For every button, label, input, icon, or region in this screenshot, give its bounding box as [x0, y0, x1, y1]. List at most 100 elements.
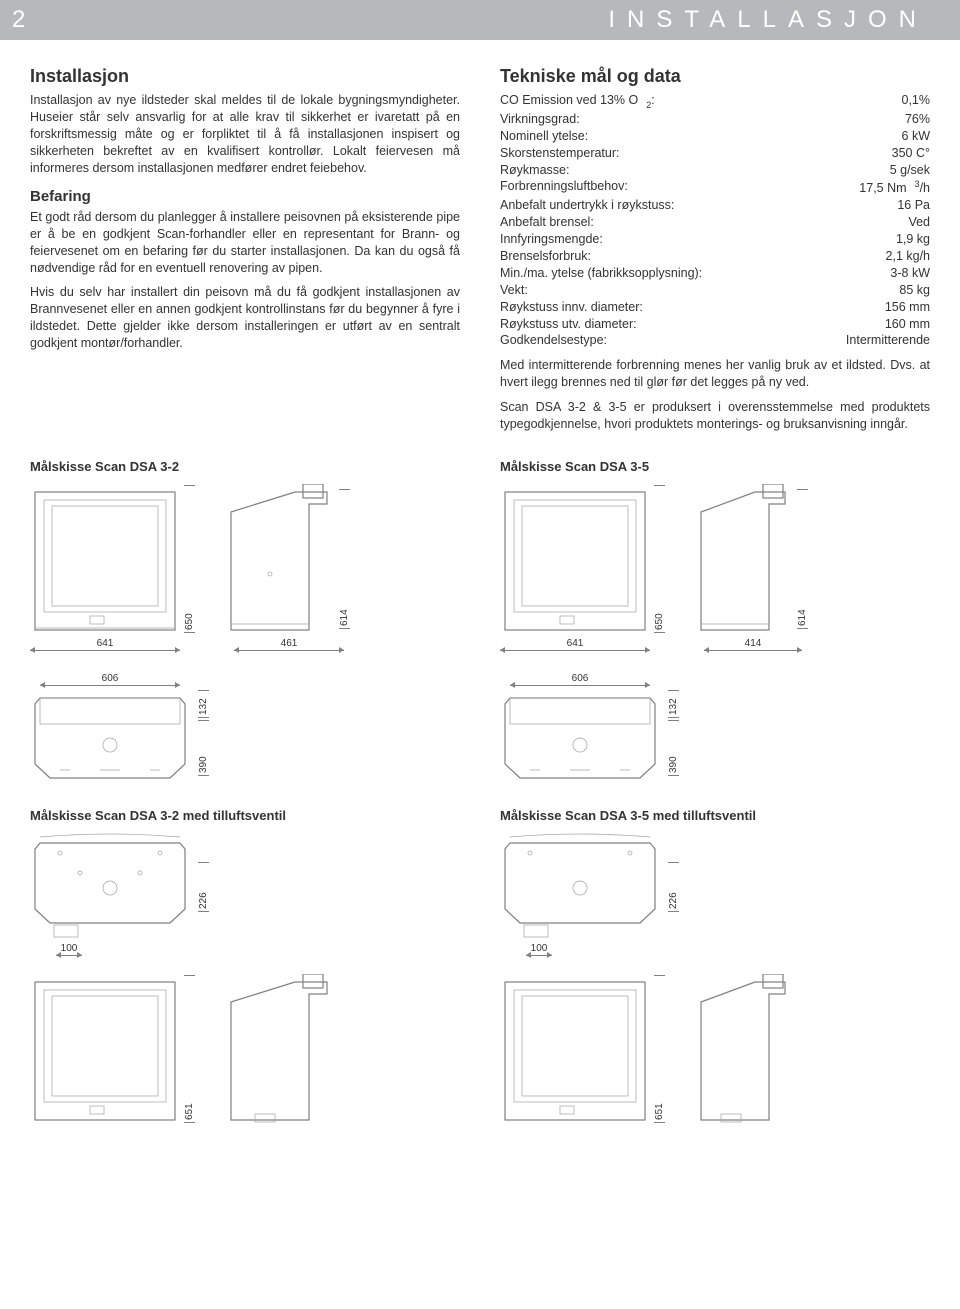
dim: 614	[797, 489, 808, 629]
spec-label: Min./ma. ytelse (fabrikksopplysning):	[500, 265, 882, 282]
spec-value: 16 Pa	[889, 197, 930, 214]
dsa32-column: Målskisse Scan DSA 3-2 650	[30, 459, 460, 1124]
spec-label: Godkendelsestype:	[500, 332, 838, 349]
spec-row: CO Emission ved 13% O2:0,1%	[500, 92, 930, 111]
heading-befaring: Befaring	[30, 187, 460, 207]
spec-row: Virkningsgrad:76%	[500, 111, 930, 128]
para-befaring-1: Et godt råd dersom du planlegger å insta…	[30, 209, 460, 277]
spec-value: 160 mm	[877, 316, 930, 333]
dim: 641	[30, 638, 180, 651]
dsa35-vent-svg	[500, 833, 660, 941]
spec-label: Vekt:	[500, 282, 891, 299]
spec-list: CO Emission ved 13% O2:0,1%Virkningsgrad…	[500, 92, 930, 349]
spec-label: Innfyringsmengde:	[500, 231, 888, 248]
dsa32-final-views: 651	[30, 974, 460, 1124]
para-install: Installasjon av nye ildsteder skal melde…	[30, 92, 460, 176]
spec-row: Min./ma. ytelse (fabrikksopplysning):3-8…	[500, 265, 930, 282]
spec-value: 85 kg	[891, 282, 930, 299]
spec-value: 0,1%	[894, 92, 931, 111]
header-bar: 2 INSTALLASJON	[0, 0, 960, 40]
dim: 606	[40, 673, 180, 686]
spec-row: Innfyringsmengde:1,9 kg	[500, 231, 930, 248]
diagram-section: Målskisse Scan DSA 3-2 650	[0, 441, 960, 1124]
dsa35-final-side	[695, 974, 793, 1124]
heading-installasjon: Installasjon	[30, 64, 460, 88]
spec-label: Anbefalt brensel:	[500, 214, 900, 231]
spec-value: Ved	[900, 214, 930, 231]
dsa32-vent: Målskisse Scan DSA 3-2 med tilluftsventi…	[30, 808, 460, 956]
dsa32-plan-view: 606 132 390	[30, 673, 460, 782]
dim: 614	[339, 489, 350, 629]
spec-value: Intermitterende	[838, 332, 930, 349]
dim: 606	[510, 673, 650, 686]
spec-value: 156 mm	[877, 299, 930, 316]
dim: 132	[668, 690, 679, 718]
spec-label: Skorstenstemperatur:	[500, 145, 884, 162]
spec-row: Røykstuss utv. diameter:160 mm	[500, 316, 930, 333]
spec-value: 5 g/sek	[882, 162, 930, 179]
dsa35-vent: Målskisse Scan DSA 3-5 med tilluftsventi…	[500, 808, 930, 956]
dsa35-front-view: 650	[500, 484, 665, 634]
dim: 650	[654, 485, 665, 633]
dsa32-vent-svg	[30, 833, 190, 941]
spec-row: Anbefalt undertrykk i røykstuss:16 Pa	[500, 197, 930, 214]
spec-row: Røykstuss innv. diameter:156 mm	[500, 299, 930, 316]
spec-row: Vekt:85 kg	[500, 282, 930, 299]
dsa35-column: Målskisse Scan DSA 3-5 650	[500, 459, 930, 1124]
spec-value: 3-8 kW	[882, 265, 930, 282]
spec-label: Anbefalt undertrykk i røykstuss:	[500, 197, 889, 214]
dim: 132	[198, 690, 209, 718]
spec-row: Godkendelsestype:Intermitterende	[500, 332, 930, 349]
dsa32-front-svg	[30, 484, 180, 634]
spec-row: Forbrenningsluftbehov:17,5 Nm3/h	[500, 178, 930, 197]
spec-label: CO Emission ved 13% O2:	[500, 92, 894, 111]
spec-label: Brenselsforbruk:	[500, 248, 878, 265]
spec-label: Røykmasse:	[500, 162, 882, 179]
left-column: Installasjon Installasjon av nye ildsted…	[30, 64, 460, 441]
page-number: 2	[12, 6, 25, 34]
header-title: INSTALLASJON	[608, 6, 928, 34]
spec-label: Røykstuss innv. diameter:	[500, 299, 877, 316]
spec-row: Brenselsforbruk:2,1 kg/h	[500, 248, 930, 265]
dim: 226	[668, 862, 679, 912]
dsa35-plan-svg	[500, 690, 660, 782]
para-produced: Scan DSA 3-2 & 3-5 er produksert i overe…	[500, 399, 930, 433]
right-column: Tekniske mål og data CO Emission ved 13%…	[500, 64, 930, 441]
dsa32-title: Målskisse Scan DSA 3-2	[30, 459, 460, 474]
heading-tekniske: Tekniske mål og data	[500, 64, 930, 88]
dsa32-side-view: 614	[225, 484, 350, 634]
spec-value: 17,5 Nm3/h	[851, 178, 930, 197]
dim: 100	[56, 943, 82, 956]
dsa35-side-view: 614	[695, 484, 808, 634]
spec-label: Nominell ytelse:	[500, 128, 894, 145]
text-columns: Installasjon Installasjon av nye ildsted…	[0, 40, 960, 441]
dsa32-plan-svg	[30, 690, 190, 782]
para-befaring-2: Hvis du selv har installert din peisovn …	[30, 284, 460, 352]
dim: 651	[654, 975, 665, 1123]
dim: 390	[198, 720, 209, 776]
dim: 651	[184, 975, 195, 1123]
dim: 461	[234, 638, 344, 651]
spec-value: 350 C°	[884, 145, 930, 162]
dim: 226	[198, 862, 209, 912]
dsa32-final-side	[225, 974, 335, 1124]
dsa35-final-views: 651	[500, 974, 930, 1124]
dim: 100	[526, 943, 552, 956]
spec-value: 76%	[897, 111, 930, 128]
dsa32-front-view: 650	[30, 484, 195, 634]
dim: 650	[184, 485, 195, 633]
dsa35-side-svg	[695, 484, 793, 634]
spec-row: Skorstenstemperatur:350 C°	[500, 145, 930, 162]
dim: 414	[704, 638, 802, 651]
spec-row: Nominell ytelse:6 kW	[500, 128, 930, 145]
spec-row: Anbefalt brensel:Ved	[500, 214, 930, 231]
dim: 390	[668, 720, 679, 776]
spec-label: Virkningsgrad:	[500, 111, 897, 128]
spec-value: 2,1 kg/h	[878, 248, 930, 265]
dim: 641	[500, 638, 650, 651]
dsa35-plan-view: 606 132 390	[500, 673, 930, 782]
spec-label: Røykstuss utv. diameter:	[500, 316, 877, 333]
dsa35-title: Målskisse Scan DSA 3-5	[500, 459, 930, 474]
spec-row: Røykmasse:5 g/sek	[500, 162, 930, 179]
dsa32-vent-title: Målskisse Scan DSA 3-2 med tilluftsventi…	[30, 808, 460, 823]
